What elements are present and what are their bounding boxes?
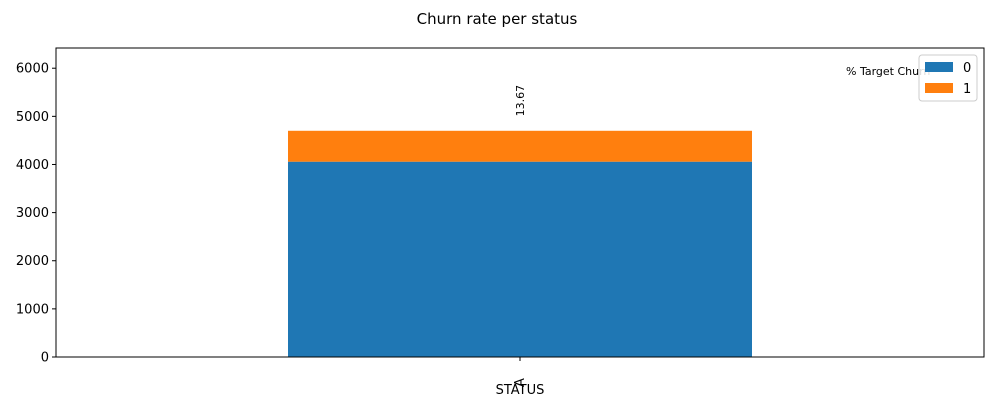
legend-swatch-1: [925, 83, 953, 93]
x-axis-label: STATUS: [496, 383, 545, 398]
legend-label-0: 0: [963, 61, 971, 76]
y-tick-label: 4000: [16, 158, 49, 173]
y-ticks: 0 1000 2000 3000 4000 5000 6000: [16, 62, 56, 366]
legend-label-1: 1: [963, 82, 971, 97]
chart-title: Churn rate per status: [417, 10, 578, 28]
bar-segment-series-1: [288, 130, 752, 162]
y-tick-label: 5000: [16, 110, 49, 125]
y-tick-label: 0: [41, 351, 49, 366]
x-tick-label: A: [513, 378, 528, 387]
y-tick-label: 2000: [16, 254, 49, 269]
bars-group: [288, 130, 752, 357]
y-tick-label: 6000: [16, 62, 49, 77]
y-tick-label: 3000: [16, 206, 49, 221]
x-ticks: A: [513, 357, 528, 387]
legend: 01: [918, 54, 978, 102]
legend-swatch-0: [925, 62, 953, 72]
side-text: % Target Churn: [846, 65, 930, 78]
y-tick-label: 1000: [16, 302, 49, 317]
plot-frame: [55, 47, 985, 358]
bar-segment-series-0: [288, 161, 752, 357]
bar-annotation: 13.67: [514, 85, 527, 117]
annotations: 13.67: [514, 85, 527, 117]
